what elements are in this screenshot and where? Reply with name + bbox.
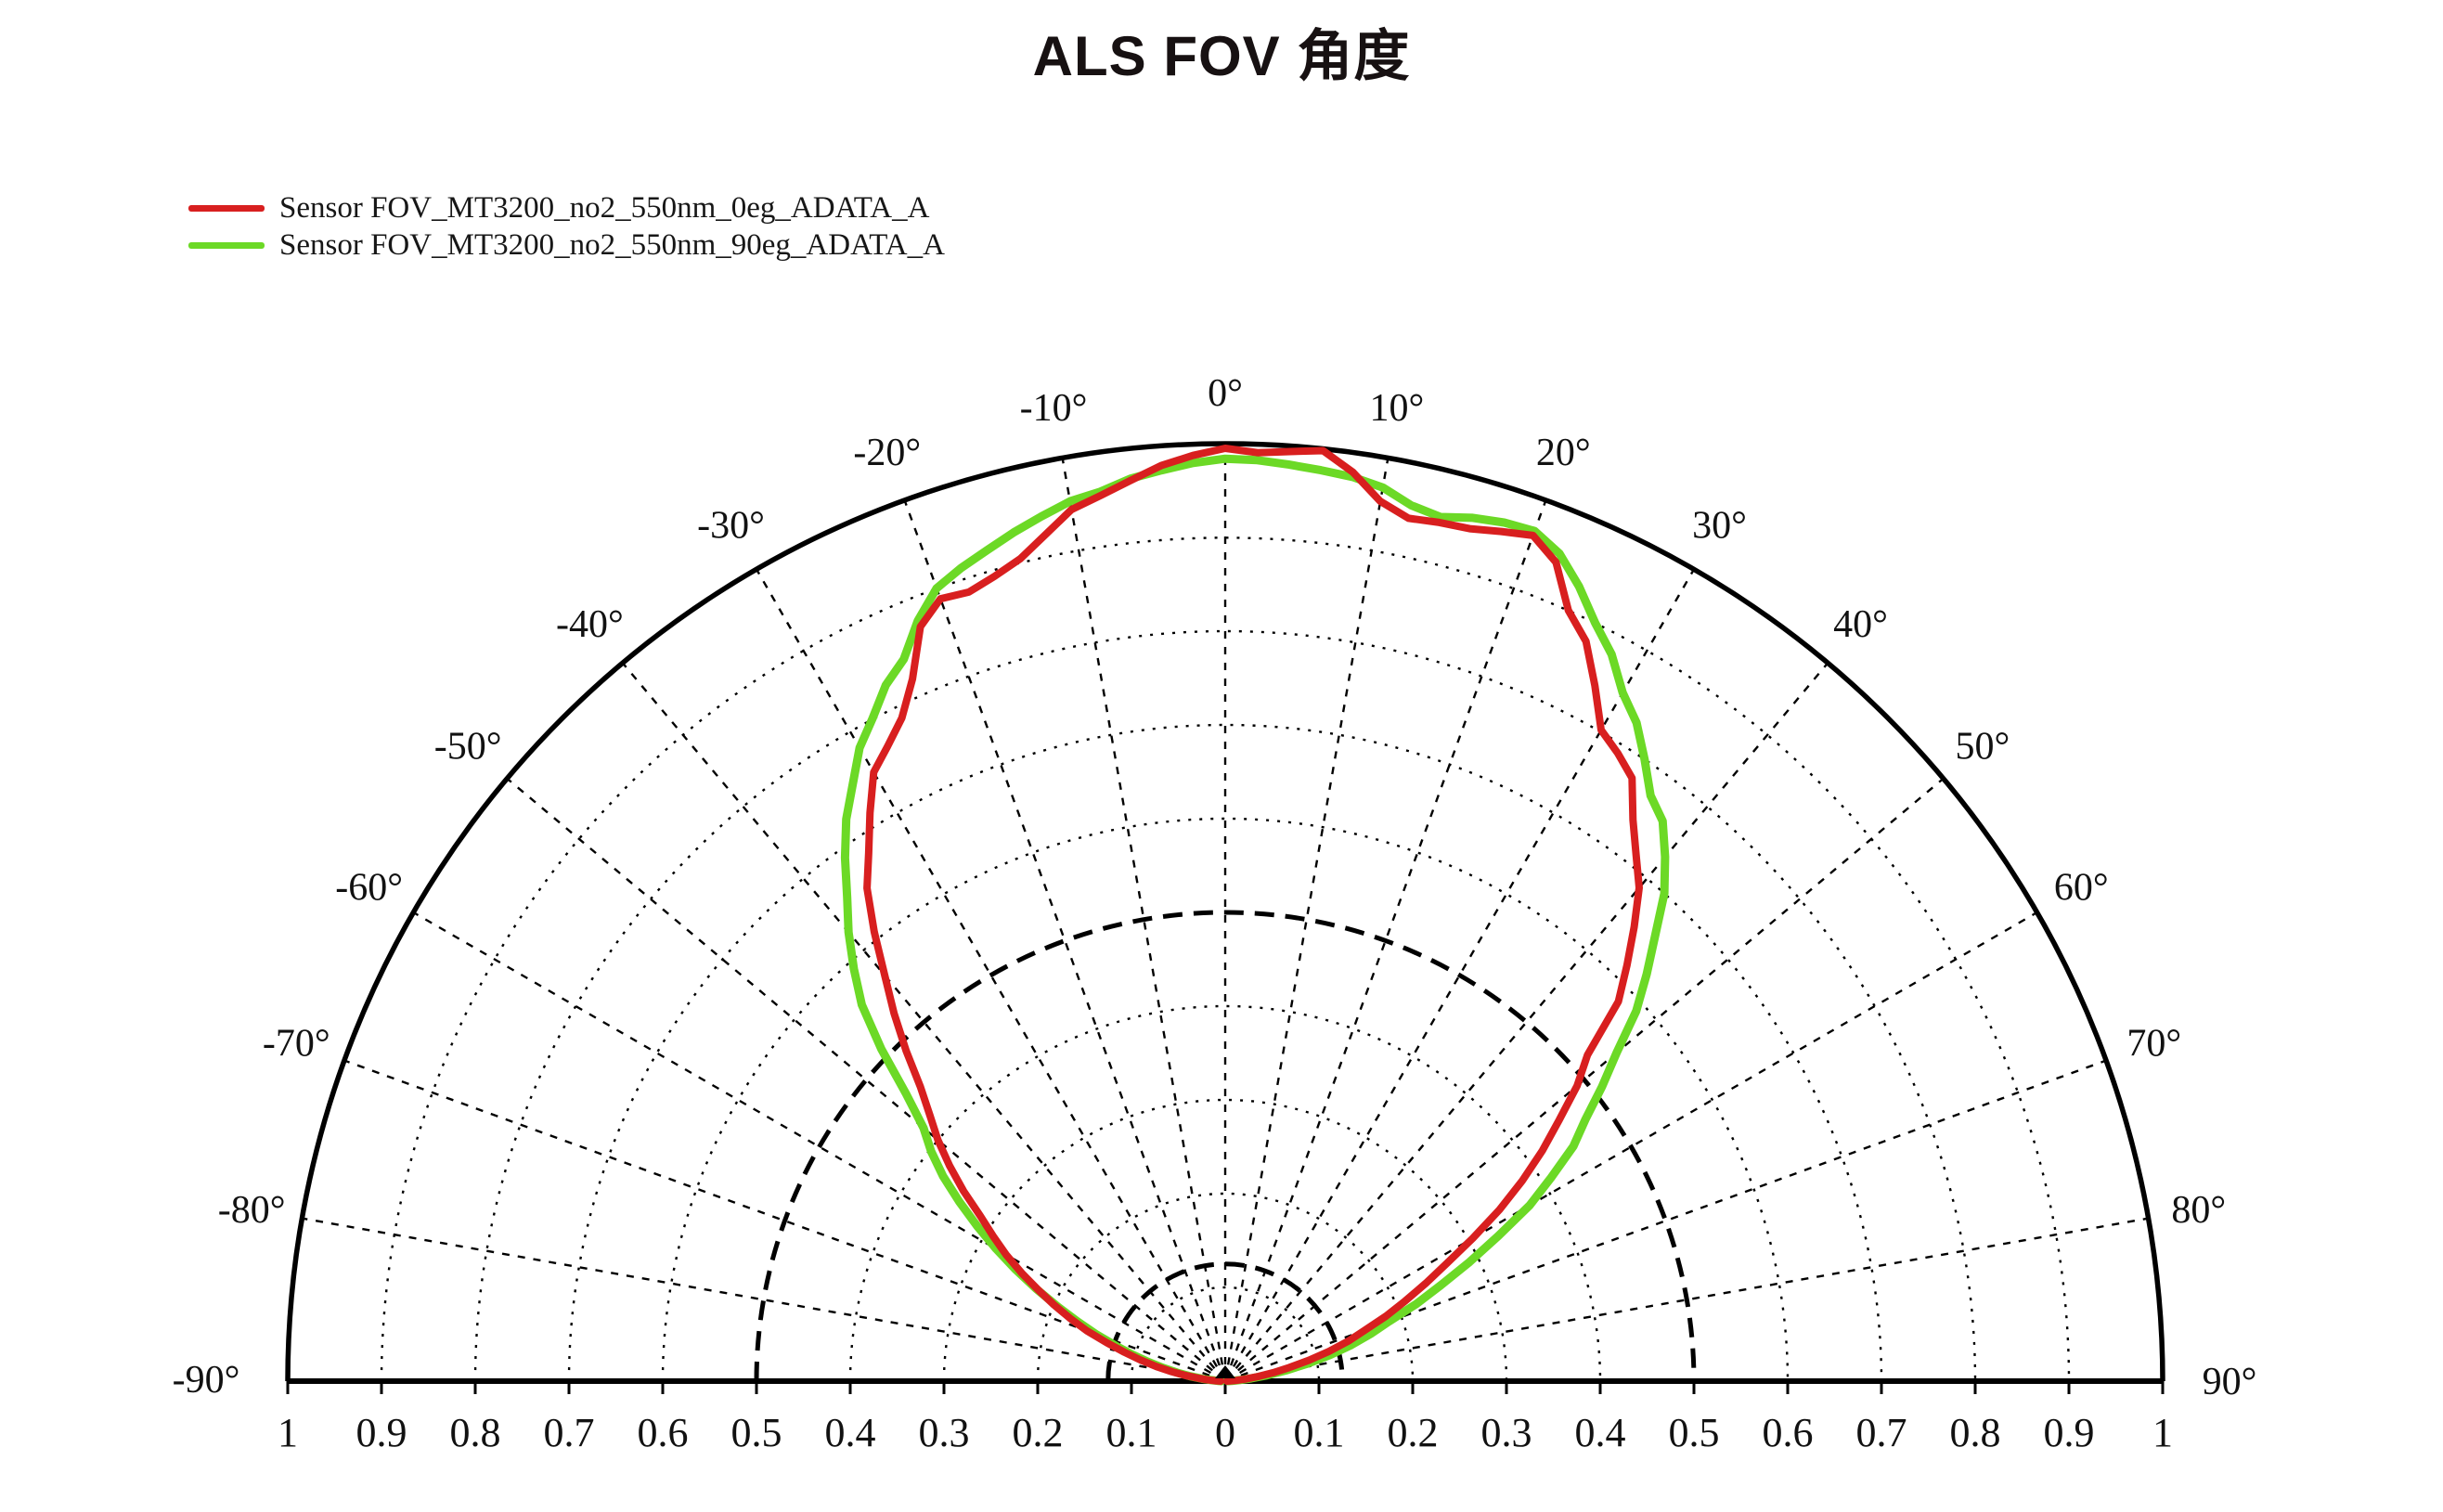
center-marker bbox=[1215, 1365, 1235, 1378]
angle-tick-label: 90° bbox=[2203, 1361, 2257, 1403]
angle-tick-label: -20° bbox=[853, 432, 921, 474]
grid-circle-bold bbox=[754, 910, 1697, 1382]
radial-gridline bbox=[1232, 568, 1696, 1368]
radial-gridline bbox=[412, 911, 1212, 1375]
radius-tick-label: 0.5 bbox=[1669, 1410, 1720, 1455]
radius-tick-label: 0.9 bbox=[356, 1410, 407, 1455]
legend-label: Sensor FOV_MT3200_no2_550nm_0eg_ADATA_A bbox=[279, 191, 930, 225]
green-series-curve bbox=[840, 454, 1670, 1386]
radius-tick-label: 0.8 bbox=[1950, 1410, 2001, 1455]
radius-tick-label: 0.6 bbox=[638, 1410, 689, 1455]
radius-tick-label: 0 bbox=[1215, 1410, 1235, 1455]
radius-tick-label: 0.7 bbox=[544, 1410, 595, 1455]
legend: Sensor FOV_MT3200_no2_550nm_0eg_ADATA_A … bbox=[188, 189, 945, 264]
radius-tick-label: 0.3 bbox=[1481, 1410, 1532, 1455]
angle-tick-label: 30° bbox=[1692, 505, 1747, 548]
grid-circle-dotted bbox=[848, 1004, 1602, 1382]
radius-tick-label: 0.2 bbox=[1388, 1410, 1439, 1455]
radial-gridline bbox=[302, 1217, 1209, 1380]
radius-tick-label: 1 bbox=[2152, 1410, 2173, 1455]
angle-tick-label: -80° bbox=[218, 1189, 286, 1232]
angle-tick-label: 50° bbox=[1955, 725, 2010, 768]
radial-gridline bbox=[1237, 777, 1945, 1372]
legend-item: Sensor FOV_MT3200_no2_550nm_0eg_ADATA_A bbox=[188, 189, 945, 226]
radius-tick-label: 0.4 bbox=[1575, 1410, 1626, 1455]
radial-gridline bbox=[1234, 662, 1829, 1369]
angle-tick-label: -40° bbox=[556, 603, 624, 646]
angle-tick-label: -70° bbox=[263, 1023, 330, 1066]
page-title: ALS FOV 角度 bbox=[1032, 25, 1411, 87]
angle-tick-label: -90° bbox=[173, 1359, 240, 1402]
radius-tick-label: 1 bbox=[278, 1410, 298, 1455]
radius-tick-label: 0.5 bbox=[731, 1410, 782, 1455]
angle-tick-label: 80° bbox=[2171, 1189, 2226, 1232]
outer-arc bbox=[285, 441, 2165, 1382]
radial-gridline bbox=[903, 499, 1221, 1366]
angle-tick-label: -50° bbox=[434, 725, 502, 768]
radial-gridline bbox=[506, 777, 1213, 1372]
red-line-swatch-icon bbox=[188, 204, 265, 212]
legend-item: Sensor FOV_MT3200_no2_550nm_90eg_ADATA_A bbox=[188, 226, 945, 264]
angle-tick-label: 60° bbox=[2054, 867, 2109, 910]
angle-tick-label: 40° bbox=[1833, 603, 1888, 646]
angle-tick-label: -10° bbox=[1020, 387, 1088, 430]
radius-tick-label: 0.4 bbox=[825, 1410, 876, 1455]
green-line-swatch-icon bbox=[188, 241, 265, 249]
angle-tick-label: -30° bbox=[697, 505, 765, 548]
radius-tick-label: 0.3 bbox=[919, 1410, 970, 1455]
radial-gridline bbox=[1241, 1217, 2149, 1380]
radius-tick-label: 0.8 bbox=[450, 1410, 501, 1455]
radius-tick-label: 0.7 bbox=[1856, 1410, 1907, 1455]
angle-tick-label: 0° bbox=[1208, 372, 1243, 415]
radial-gridline bbox=[1238, 911, 2038, 1375]
radial-gridline bbox=[1226, 458, 1390, 1365]
radial-gridline bbox=[755, 568, 1219, 1368]
angle-tick-label: 70° bbox=[2126, 1023, 2181, 1066]
angle-tick-label: 20° bbox=[1536, 432, 1591, 474]
legend-label: Sensor FOV_MT3200_no2_550nm_90eg_ADATA_A bbox=[279, 228, 945, 262]
radius-tick-label: 0.1 bbox=[1294, 1410, 1345, 1455]
angle-tick-label: -60° bbox=[335, 867, 403, 910]
radial-gridline bbox=[621, 662, 1216, 1369]
radial-gridline bbox=[1230, 499, 1547, 1366]
radius-tick-label: 0.1 bbox=[1106, 1410, 1157, 1455]
radial-gridline bbox=[1240, 1059, 2107, 1376]
radius-tick-label: 0.2 bbox=[1013, 1410, 1064, 1455]
red-series-curve bbox=[863, 445, 1643, 1385]
radial-gridline bbox=[1061, 458, 1224, 1365]
angle-tick-label: 10° bbox=[1370, 387, 1425, 430]
radial-gridline bbox=[343, 1059, 1210, 1376]
radius-tick-label: 0.6 bbox=[1763, 1410, 1814, 1455]
grid-circle-dotted bbox=[1036, 1192, 1415, 1382]
grid-circle-dotted bbox=[1130, 1286, 1321, 1382]
radius-tick-label: 0.9 bbox=[2044, 1410, 2095, 1455]
